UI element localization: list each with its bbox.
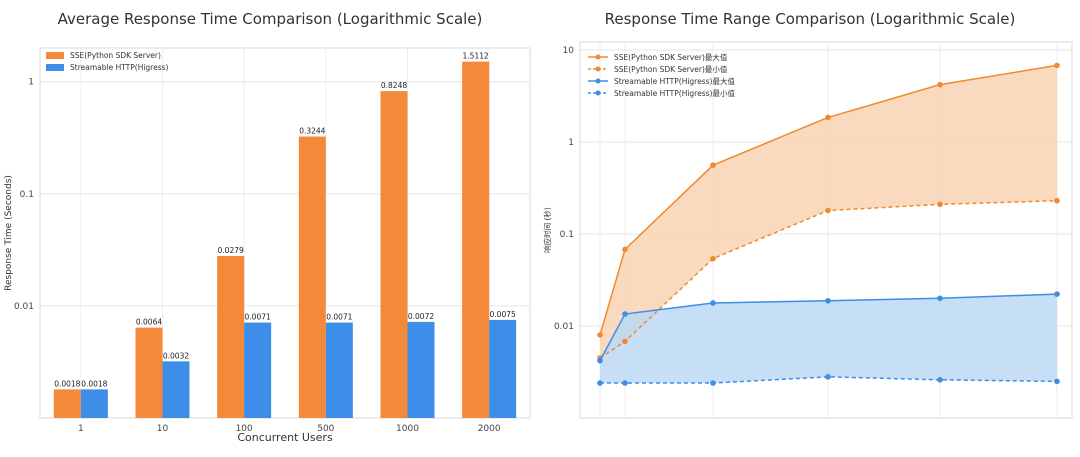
series-point xyxy=(825,207,831,214)
bar-data-label: 0.0018 xyxy=(81,379,107,388)
y-tick-label: 0.01 xyxy=(554,322,574,332)
bar-chart-svg: 0.01 0.1 1 1 0.0018 0.0018 10 0.0064 0.0032 100 0.… xyxy=(4,47,531,444)
bar xyxy=(489,319,517,418)
legend-marker xyxy=(595,66,601,72)
range-chart-svg: 0.01 0.1 1 10 响应时间 (秒) SSE(Python SDK Server)… xyxy=(542,41,1073,419)
legend-label: Streamable HTTP(Higress) xyxy=(70,63,169,72)
bar xyxy=(162,361,190,418)
bar-data-label: 0.0071 xyxy=(245,313,271,322)
series-point xyxy=(622,380,628,386)
legend-marker xyxy=(595,78,601,84)
bar-data-label: 0.0071 xyxy=(326,313,352,322)
y-tick-label: 1 xyxy=(28,78,34,88)
bar-chart-panel: Average Response Time Comparison (Logari… xyxy=(4,10,531,444)
legend-label: SSE(Python SDK Server)最大值 xyxy=(614,52,728,62)
series-point xyxy=(710,380,716,386)
x-axis-label: Concurrent Users xyxy=(237,431,333,444)
bar-data-label: 0.0064 xyxy=(136,318,162,327)
series-point xyxy=(937,201,943,208)
legend-label: Streamable HTTP(Higress)最小值 xyxy=(614,88,735,98)
y-axis-label: 响应时间 (秒) xyxy=(542,207,552,253)
series-point xyxy=(622,311,628,317)
y-axis-label: Response Time (Seconds) xyxy=(4,175,14,291)
series-point xyxy=(937,295,943,302)
x-tick-label: 100 xyxy=(236,424,253,434)
range-chart-panel: Response Time Range Comparison (Logarith… xyxy=(540,0,1080,457)
series-line xyxy=(599,293,1058,362)
bar-data-label: 0.3244 xyxy=(299,127,325,136)
bar xyxy=(244,322,272,418)
y-tick-label: 0.1 xyxy=(560,230,574,240)
bar-data-label: 0.0075 xyxy=(490,310,516,319)
bar-data-label: 0.0018 xyxy=(54,379,80,388)
range-fill-area xyxy=(600,65,1057,358)
series-line xyxy=(599,199,1058,359)
bar xyxy=(135,327,163,418)
x-tick-label: 1 xyxy=(78,424,84,434)
bar xyxy=(217,255,245,418)
series-point xyxy=(825,297,831,304)
bar-chart-title: Average Response Time Comparison (Logari… xyxy=(57,10,483,28)
x-tick-label: 2000 xyxy=(478,424,501,434)
legend-label: SSE(Python SDK Server)最小值 xyxy=(614,64,728,74)
series-point xyxy=(622,338,628,345)
bar xyxy=(462,61,490,419)
bar-data-label: 0.8248 xyxy=(381,81,407,90)
bar-data-label: 0.0072 xyxy=(408,312,434,321)
series-point xyxy=(825,374,831,380)
y-tick-label: 0.01 xyxy=(14,302,34,312)
legend-marker xyxy=(595,90,601,96)
legend-label: SSE(Python SDK Server) xyxy=(70,51,161,60)
range-chart-title: Response Time Range Comparison (Logarith… xyxy=(604,10,1016,28)
y-tick-label: 0.1 xyxy=(20,190,34,200)
x-tick-label: 10 xyxy=(157,424,169,434)
series-point xyxy=(597,332,603,338)
legend-swatch xyxy=(46,52,64,59)
range-fill-area xyxy=(600,294,1057,384)
series-point xyxy=(1054,62,1060,69)
bar xyxy=(380,91,408,418)
y-tick-label: 10 xyxy=(563,46,575,56)
bar xyxy=(407,321,435,418)
bar-data-label: 1.5112 xyxy=(463,52,489,61)
bar-data-label: 0.0279 xyxy=(218,246,244,255)
series-point xyxy=(710,300,716,306)
series-line xyxy=(600,376,1058,384)
y-tick-label: 1 xyxy=(568,138,574,148)
x-tick-label: 1000 xyxy=(396,424,419,434)
series-point xyxy=(1054,291,1060,297)
bar xyxy=(325,322,353,418)
legend-marker xyxy=(595,54,601,60)
series-point xyxy=(937,377,943,383)
series-point xyxy=(825,114,831,121)
series-line xyxy=(599,64,1058,336)
series-point xyxy=(1054,197,1060,204)
plot-area xyxy=(39,47,531,419)
bar xyxy=(80,389,108,418)
series-point xyxy=(622,246,628,253)
bar-data-label: 0.0032 xyxy=(163,351,189,360)
legend-swatch xyxy=(46,64,64,71)
bar xyxy=(53,389,81,418)
series-point xyxy=(937,81,943,88)
series-point xyxy=(597,380,603,386)
series-point xyxy=(710,255,716,262)
series-point xyxy=(710,162,716,168)
series-point xyxy=(597,357,603,364)
bar xyxy=(298,136,326,418)
x-tick-label: 500 xyxy=(317,424,334,434)
series-point xyxy=(1054,378,1060,385)
legend-label: Streamable HTTP(Higress)最大值 xyxy=(614,76,735,86)
